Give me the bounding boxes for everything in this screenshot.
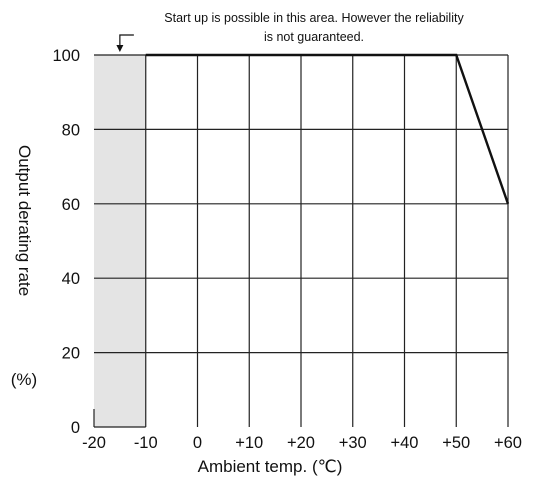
x-axis-title: Ambient temp. (℃) — [198, 457, 343, 476]
derating-curve — [145, 53, 510, 205]
y-tick-label: 0 — [71, 419, 80, 437]
x-tick-label: +20 — [287, 434, 315, 452]
y-tick-label: 100 — [52, 47, 80, 65]
x-tick-label: +40 — [391, 434, 419, 452]
shaded-region-layer — [94, 55, 146, 427]
startup-shaded-area — [94, 55, 146, 427]
annotation-arrow-line — [119, 34, 134, 47]
series-layer — [145, 53, 510, 205]
x-tick-label: +10 — [235, 434, 263, 452]
x-tick-label: -10 — [134, 434, 158, 452]
x-tick-label: +50 — [442, 434, 470, 452]
x-tick-label: +60 — [494, 434, 522, 452]
annotation-line-2: is not guaranteed. — [264, 30, 364, 44]
annotation-line-1: Start up is possible in this area. Howev… — [164, 11, 464, 25]
x-tick-labels: -20 -10 0 +10 +20 +30 +40 +50 +60 — [82, 434, 522, 452]
y-tick-label: 20 — [62, 345, 80, 363]
y-tick-label: 60 — [62, 196, 80, 214]
y-tick-label: 80 — [62, 121, 80, 139]
annotation-arrow-head — [116, 45, 124, 52]
y-axis-title: Output derating rate — [15, 145, 34, 296]
annotation: Start up is possible in this area. Howev… — [116, 11, 464, 52]
grid-layer — [93, 54, 509, 428]
x-tick-label: -20 — [82, 434, 106, 452]
y-tick-label: 40 — [62, 270, 80, 288]
x-tick-label: +30 — [339, 434, 367, 452]
x-tick-label: 0 — [193, 434, 202, 452]
y-axis-unit: (%) — [11, 370, 37, 389]
y-tick-labels: 0 20 40 60 80 100 — [52, 47, 80, 437]
annotation-arrow — [116, 34, 134, 52]
